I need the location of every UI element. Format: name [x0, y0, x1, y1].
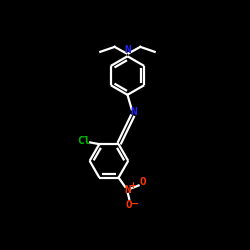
- Text: −: −: [130, 198, 139, 208]
- Text: N: N: [130, 107, 137, 117]
- Text: N: N: [124, 186, 131, 196]
- Text: Cl: Cl: [77, 136, 90, 146]
- Text: O: O: [125, 200, 132, 210]
- Text: O: O: [140, 178, 147, 188]
- Text: +: +: [130, 182, 136, 190]
- Text: N: N: [124, 45, 131, 55]
